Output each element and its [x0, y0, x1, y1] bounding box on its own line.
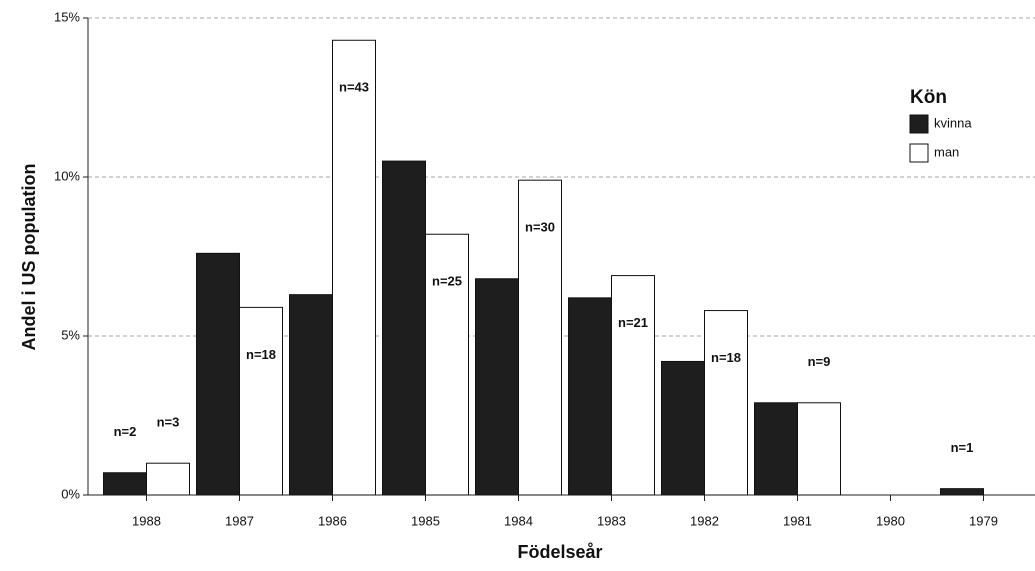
legend-title: Kön [910, 87, 947, 108]
y-tick-label: 0% [61, 486, 80, 501]
y-axis-label: Andel i US population [19, 164, 39, 351]
bar [661, 360, 705, 496]
count-label: n=3 [157, 415, 180, 430]
legend-label: kvinna [934, 115, 972, 130]
legend-swatch [909, 143, 929, 163]
bar [940, 488, 984, 496]
bar [425, 233, 469, 496]
count-label: n=1 [951, 440, 974, 455]
bar [704, 310, 748, 496]
count-label: n=2 [114, 424, 137, 439]
bar [568, 297, 612, 496]
bar [196, 252, 240, 496]
x-tick-label: 1984 [504, 513, 533, 528]
count-label: n=25 [432, 274, 462, 289]
bar [518, 179, 562, 496]
x-tick-label: 1979 [969, 513, 998, 528]
x-tick-label: 1987 [225, 513, 254, 528]
x-tick-label: 1980 [876, 513, 905, 528]
legend-label: man [934, 144, 959, 159]
x-tick-label: 1982 [690, 513, 719, 528]
x-tick-label: 1985 [411, 513, 440, 528]
bar [611, 275, 655, 496]
count-label: n=18 [711, 350, 741, 365]
legend-swatch [909, 114, 929, 134]
x-tick-label: 1988 [132, 513, 161, 528]
y-tick-label: 15% [54, 9, 80, 24]
count-label: n=9 [808, 354, 831, 369]
x-axis-label: Födelseår [517, 542, 602, 562]
bar [332, 39, 376, 496]
count-label: n=30 [525, 220, 555, 235]
x-tick-label: 1983 [597, 513, 626, 528]
y-tick-label: 10% [54, 168, 80, 183]
bar [239, 306, 283, 496]
bar [754, 402, 798, 496]
bar [103, 472, 147, 496]
x-tick-label: 1981 [783, 513, 812, 528]
bar [146, 462, 190, 496]
y-tick-label: 5% [61, 327, 80, 342]
count-label: n=43 [339, 80, 369, 95]
bar [289, 294, 333, 496]
bar [382, 160, 426, 496]
x-tick-label: 1986 [318, 513, 347, 528]
count-label: n=21 [618, 315, 648, 330]
count-label: n=18 [246, 347, 276, 362]
bar [475, 278, 519, 496]
bar [797, 402, 841, 496]
